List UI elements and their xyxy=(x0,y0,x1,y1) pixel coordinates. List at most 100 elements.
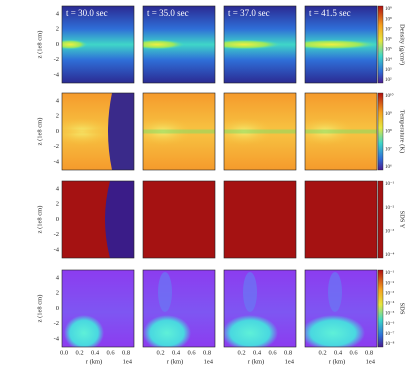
y-tick-label: -4 xyxy=(54,335,60,342)
panel-bg xyxy=(305,181,377,258)
panel-title: t = 37.0 sec xyxy=(228,8,270,18)
panel-frame xyxy=(142,180,216,259)
panel xyxy=(224,93,296,170)
panel-bg xyxy=(224,181,296,258)
panel-bg xyxy=(143,181,215,258)
panel-frame xyxy=(304,180,378,259)
y-tick-label: 2 xyxy=(56,26,59,33)
x-offset: 1e4 xyxy=(123,358,133,365)
y-tick-label: -4 xyxy=(54,71,60,78)
core xyxy=(224,39,282,50)
colorbar-tick-label: 10⁻¹ xyxy=(385,270,395,276)
core xyxy=(62,39,88,50)
colorbar-tick-label: 10¹⁰ xyxy=(385,93,394,99)
y-tick-label: -2 xyxy=(54,231,59,238)
x-tick-label: 0.8 xyxy=(122,349,130,356)
colorbar-tick-label: 10⁸ xyxy=(385,16,392,22)
cold xyxy=(108,93,134,170)
band xyxy=(62,129,134,134)
y-tick-label: 4 xyxy=(56,185,60,192)
x-tick-label: 0.6 xyxy=(187,349,196,356)
plume xyxy=(243,272,257,312)
y-tick-label: 0 xyxy=(56,41,59,48)
x-axis-label: r (km) xyxy=(329,358,345,365)
panel-frame xyxy=(304,5,378,84)
y-tick-label: 0 xyxy=(56,305,59,312)
y-axis-label: z (1e8 cm) xyxy=(36,31,43,59)
y-tick-label: 0 xyxy=(56,128,59,135)
y-tick-label: 2 xyxy=(56,201,59,208)
colorbar-label: SDS xyxy=(399,303,406,315)
colorbar-tick-label: 10⁻⁴ xyxy=(385,252,395,258)
panel xyxy=(305,93,377,170)
colorbar xyxy=(377,269,384,348)
colorbar-tick-label: 10⁶ xyxy=(385,37,392,43)
colorbar xyxy=(377,92,384,171)
panel xyxy=(62,181,134,258)
panel-frame xyxy=(61,180,135,259)
y-tick-label: 4 xyxy=(56,274,60,281)
core xyxy=(305,39,377,50)
x-tick-label: 0.2 xyxy=(156,349,164,356)
y-tick-label: 2 xyxy=(56,113,59,120)
x-tick-label: 0.6 xyxy=(268,349,277,356)
colorbar-tick-label: 10⁷ xyxy=(385,26,392,32)
core xyxy=(143,39,185,50)
blob xyxy=(64,315,104,347)
cold xyxy=(105,181,134,258)
panel xyxy=(224,6,296,83)
panel-title: t = 30.0 sec xyxy=(66,8,108,18)
colorbar-tick-label: 10⁻⁶ xyxy=(385,321,395,327)
x-tick-label: 0.6 xyxy=(349,349,358,356)
y-tick-label: 4 xyxy=(56,97,60,104)
y-tick-label: -2 xyxy=(54,56,59,63)
panel-title: t = 41.5 sec xyxy=(309,8,351,18)
x-tick-label: 0.8 xyxy=(284,349,292,356)
panel xyxy=(224,270,296,347)
colorbar-tick-label: 10⁻⁴ xyxy=(385,301,395,307)
panel xyxy=(143,93,215,170)
panel-frame xyxy=(223,269,297,348)
panel-frame xyxy=(61,92,135,171)
panel-frame xyxy=(223,5,297,84)
y-tick-label: -2 xyxy=(54,320,59,327)
x-tick-label: 0.2 xyxy=(75,349,83,356)
panel-frame xyxy=(223,180,297,259)
y-tick-label: -4 xyxy=(54,158,60,165)
y-tick-label: -2 xyxy=(54,143,59,150)
x-offset: 1e4 xyxy=(285,358,295,365)
colorbar xyxy=(377,5,384,84)
y-tick-label: -4 xyxy=(54,246,60,253)
x-axis-label: r (km) xyxy=(86,358,102,365)
colorbar-tick-label: 10⁻⁷ xyxy=(385,331,395,337)
x-tick-label: 0.2 xyxy=(318,349,326,356)
x-tick-label: 0.0 xyxy=(60,349,68,356)
band xyxy=(143,129,215,134)
panel-title: t = 35.0 sec xyxy=(147,8,189,18)
colorbar-tick-label: 10⁵ xyxy=(385,47,392,53)
colorbar-label: Density (g/cm³) xyxy=(399,24,406,65)
colorbar-tick-label: 10⁻¹ xyxy=(385,181,395,187)
x-tick-label: 0.8 xyxy=(365,349,373,356)
colorbar-tick-label: 10⁸ xyxy=(385,129,392,135)
blob xyxy=(305,315,365,347)
colorbar-tick-label: 10⁻³ xyxy=(385,228,395,234)
panel xyxy=(305,270,377,347)
colorbar-tick-label: 10⁻² xyxy=(385,280,395,286)
y-tick-label: 4 xyxy=(56,10,60,17)
panel xyxy=(143,181,215,258)
panel xyxy=(62,6,134,83)
panel xyxy=(305,6,377,83)
panel xyxy=(62,270,134,347)
colorbar-tick-label: 10² xyxy=(385,77,392,83)
panel xyxy=(224,181,296,258)
hot xyxy=(62,117,112,146)
x-tick-label: 0.8 xyxy=(203,349,211,356)
colorbar-tick-label: 10⁶ xyxy=(385,164,392,170)
panel xyxy=(305,181,377,258)
panel-frame xyxy=(61,5,135,84)
y-tick-label: 0 xyxy=(56,216,59,223)
panel-frame xyxy=(142,5,216,84)
colorbar-tick-label: 10⁻⁵ xyxy=(385,311,395,317)
